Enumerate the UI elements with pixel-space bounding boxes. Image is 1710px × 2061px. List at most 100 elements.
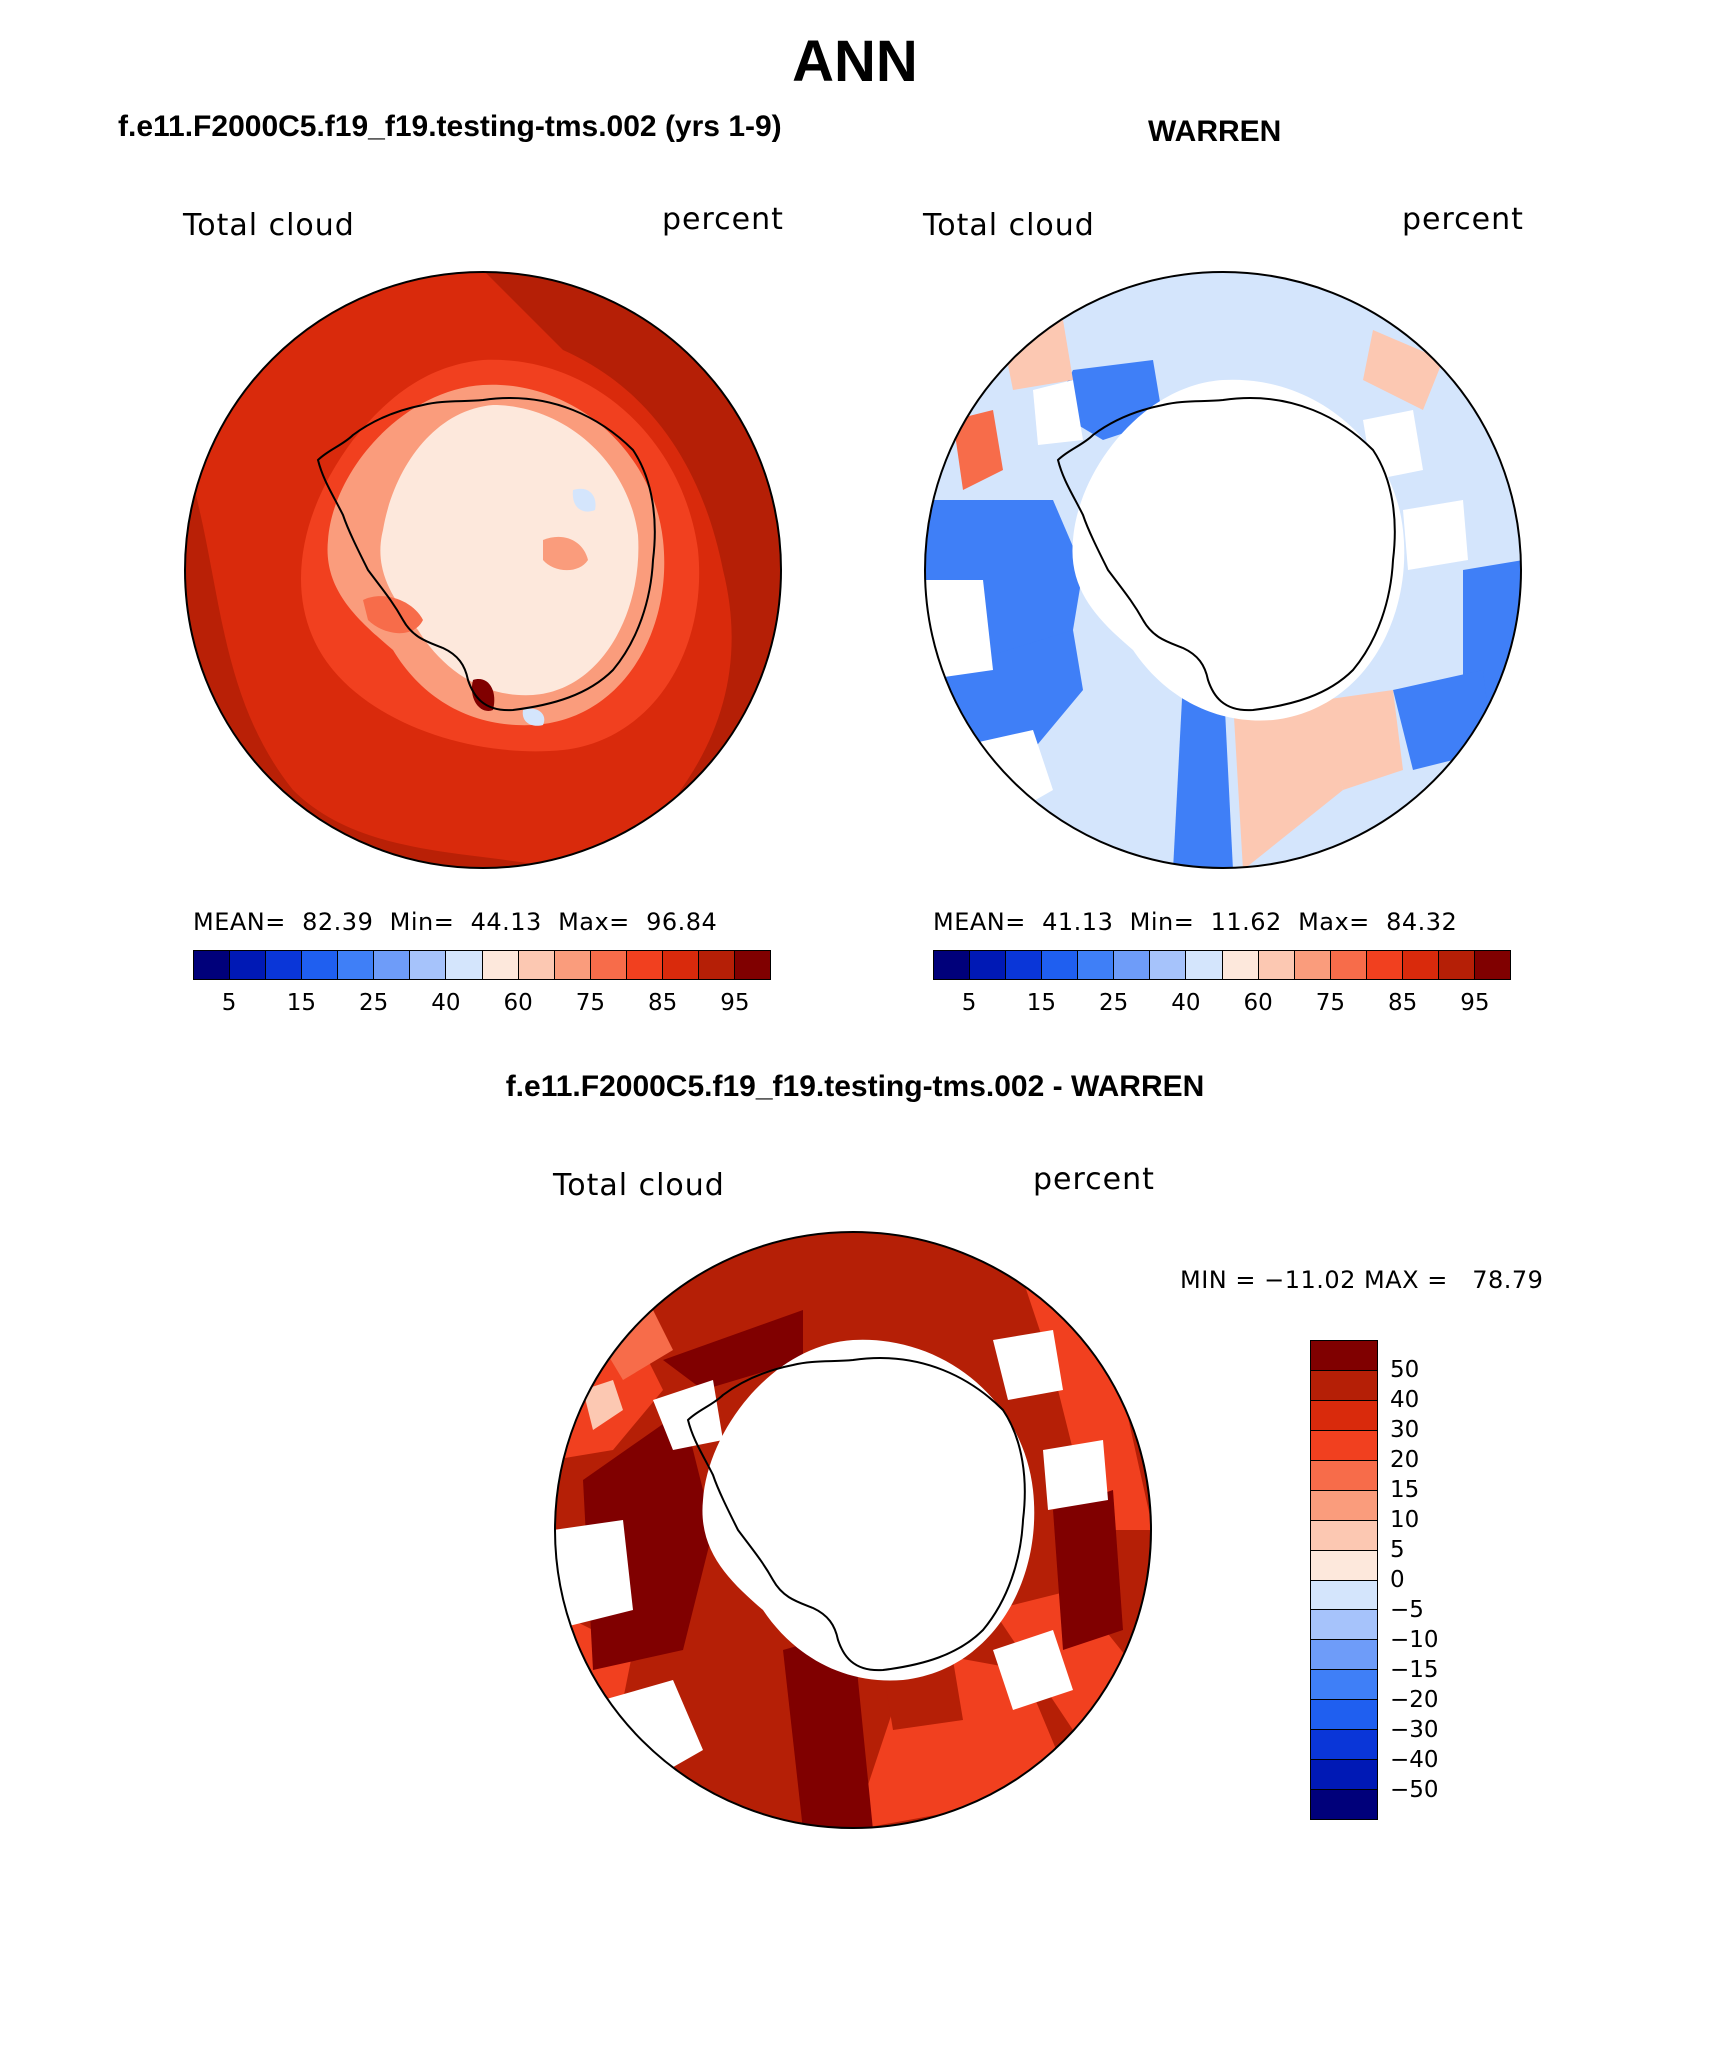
difference-colorbar <box>1310 1340 1378 1820</box>
colorbar-swatch <box>970 951 1007 979</box>
obs-mid-sector-ne <box>1363 330 1443 410</box>
colorbar-swatch <box>266 951 303 979</box>
obs-polar-map <box>924 271 1522 869</box>
model-polar-map <box>184 271 782 869</box>
colorbar-swatch <box>1078 951 1115 979</box>
obs-missing-data-west <box>925 580 993 680</box>
colorbar-swatch <box>1311 1670 1377 1701</box>
colorbar-tick-label: 15 <box>286 990 317 1016</box>
colorbar-swatch <box>1311 1490 1377 1521</box>
model-colorbar-ticks: 5 15 25 40 60 75 85 95 <box>193 990 771 1020</box>
colorbar-tick-label: 60 <box>1243 990 1273 1016</box>
colorbar-swatch <box>194 951 231 979</box>
cloud-patch-blue-south <box>522 708 545 726</box>
difference-polar-map <box>554 1231 1152 1829</box>
colorbar-swatch <box>1311 1430 1377 1461</box>
colorbar-swatch <box>1311 1370 1377 1401</box>
colorbar-tick-label: 15 <box>1026 990 1057 1016</box>
colorbar-tick-label: 75 <box>575 990 606 1016</box>
obs-missing-data-n <box>1033 380 1083 445</box>
colorbar-tick-label: 95 <box>720 990 750 1016</box>
colorbar-swatch <box>1150 951 1187 979</box>
colorbar-swatch <box>374 951 411 979</box>
diff-missing-data-nw <box>653 1380 723 1450</box>
colorbar-swatch <box>662 951 699 979</box>
colorbar-tick-label: 30 <box>1390 1417 1420 1443</box>
obs-missing-data-e <box>1403 500 1468 570</box>
difference-range: MIN = −11.02 MAX = 78.79 <box>1180 1266 1544 1294</box>
colorbar-swatch <box>1311 1700 1377 1731</box>
colorbar-swatch <box>518 951 555 979</box>
antarctic-low-cloud <box>380 405 639 696</box>
colorbar-swatch <box>1402 951 1439 979</box>
obs-mid-sector-north <box>1003 320 1073 390</box>
colorbar-tick-label: 25 <box>1098 990 1129 1016</box>
colorbar-swatch <box>410 951 447 979</box>
cloud-patch-dark <box>471 679 495 711</box>
antarctica-coastline <box>316 397 656 712</box>
colorbar-tick-label: 85 <box>647 990 678 1016</box>
colorbar-swatch <box>1311 1520 1377 1551</box>
colorbar-swatch <box>1330 951 1367 979</box>
colorbar-swatch <box>1042 951 1079 979</box>
colorbar-swatch <box>934 951 971 979</box>
colorbar-swatch <box>1294 951 1331 979</box>
colorbar-tick-label: 75 <box>1315 990 1346 1016</box>
colorbar-tick-label: −15 <box>1390 1657 1439 1683</box>
colorbar-swatch <box>446 951 483 979</box>
colorbar-tick-label: 15 <box>1390 1477 1420 1503</box>
units-label: percent <box>662 202 784 237</box>
colorbar-swatch <box>302 951 339 979</box>
colorbar-swatch <box>1474 951 1510 979</box>
diff-inner-ring-east <box>1053 1490 1123 1650</box>
model-colorbar <box>193 950 771 980</box>
diff-inner-ring-south <box>783 1630 873 1828</box>
obs-mid-sector-south <box>1233 690 1343 868</box>
colorbar-swatch <box>734 951 770 979</box>
variable-label: Total cloud <box>553 1168 725 1203</box>
colorbar-tick-label: 10 <box>1390 1507 1420 1533</box>
colorbar-swatch <box>1311 1400 1377 1431</box>
colorbar-tick-label: −5 <box>1390 1597 1424 1623</box>
colorbar-tick-label: 40 <box>431 990 461 1016</box>
colorbar-tick-label: −50 <box>1390 1777 1439 1803</box>
diff-missing-data-e <box>1043 1440 1108 1510</box>
map-boundary <box>554 1231 1152 1829</box>
antarctica-coastline <box>1056 397 1396 712</box>
units-label: percent <box>1033 1162 1155 1197</box>
colorbar-swatch <box>338 951 375 979</box>
obs-title: WARREN <box>1148 115 1282 148</box>
colorbar-tick-label: 95 <box>1460 990 1490 1016</box>
obs-mid-sector-se <box>1323 690 1403 790</box>
cloud-patch-blue <box>572 488 596 512</box>
colorbar-tick-label: 20 <box>1390 1447 1420 1473</box>
obs-missing-data-sw <box>943 730 1053 830</box>
colorbar-tick-label: −10 <box>1390 1627 1439 1653</box>
obs-stats: MEAN= 41.13 Min= 11.62 Max= 84.32 <box>933 908 1458 936</box>
colorbar-tick-label: 40 <box>1171 990 1201 1016</box>
cloud-patch-east <box>543 536 588 571</box>
obs-colorbar-ticks: 5 15 25 40 60 75 85 95 <box>933 990 1511 1020</box>
diff-outer-ring-nw-light <box>583 1380 623 1430</box>
colorbar-tick-label: 25 <box>358 990 389 1016</box>
colorbar-swatch <box>1311 1550 1377 1581</box>
map-boundary <box>924 271 1522 869</box>
diff-missing-data-se <box>993 1630 1073 1710</box>
colorbar-swatch <box>1222 951 1259 979</box>
colorbar-tick-label: 50 <box>1390 1357 1420 1383</box>
diff-missing-data-ne <box>993 1330 1063 1400</box>
colorbar-swatch <box>1311 1730 1377 1761</box>
colorbar-tick-label: 85 <box>1387 990 1418 1016</box>
variable-label: Total cloud <box>183 208 355 243</box>
colorbar-tick-label: 60 <box>503 990 533 1016</box>
colorbar-swatch <box>1114 951 1151 979</box>
colorbar-swatch <box>698 951 735 979</box>
colorbar-swatch <box>626 951 663 979</box>
cloud-patch-peninsula <box>363 596 423 634</box>
colorbar-tick-label: −20 <box>1390 1687 1439 1713</box>
diff-outer-ring-nw <box>593 1290 673 1380</box>
map-boundary <box>184 271 782 869</box>
colorbar-swatch <box>1311 1760 1377 1791</box>
colorbar-swatch <box>1311 1610 1377 1641</box>
colorbar-swatch <box>1311 1460 1377 1491</box>
